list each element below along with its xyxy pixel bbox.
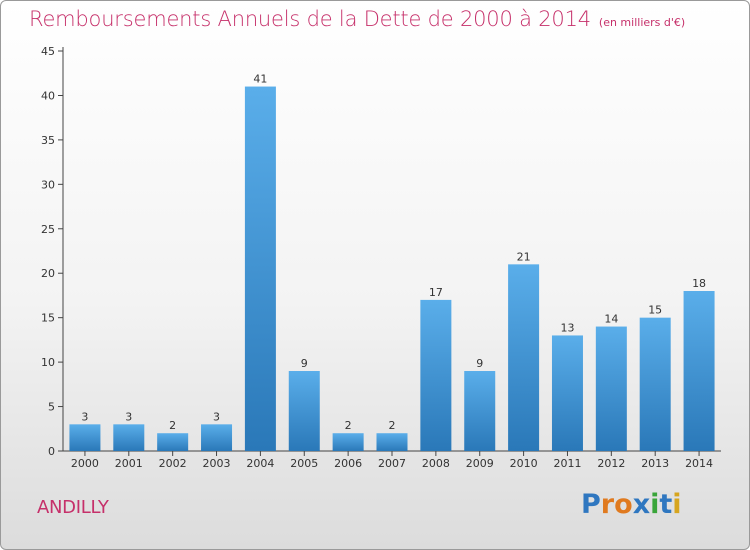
x-tick-label-2010: 2010 [510,457,538,470]
x-tick-label-2012: 2012 [597,457,625,470]
x-tick-label-2006: 2006 [334,457,362,470]
value-label-2012: 14 [604,313,618,326]
bar-2005 [288,371,320,451]
logo-letter: o [614,489,633,520]
y-tick-label: 40 [41,89,55,102]
bar-2010 [508,264,540,451]
x-tick-label-2009: 2009 [466,457,494,470]
x-tick-label-2003: 2003 [203,457,231,470]
y-tick-label: 0 [48,445,55,458]
value-label-2005: 9 [301,357,308,370]
bar-2006 [332,433,364,451]
value-label-2001: 3 [125,410,132,423]
bar-2004 [244,86,276,452]
chart-title-text: Remboursements Annuels de la Dette de 20… [29,7,591,31]
logo-letter: t [659,489,673,520]
bar-2014 [683,291,715,451]
proxiti-logo: Proxiti [581,489,682,520]
bar-2012 [595,326,627,451]
value-label-2003: 3 [213,410,220,423]
x-tick-label-2004: 2004 [246,457,274,470]
bar-2003 [201,424,233,451]
value-label-2008: 17 [429,286,443,299]
chart-title: Remboursements Annuels de la Dette de 20… [29,7,685,31]
y-tick-label: 20 [41,267,55,280]
x-tick-label-2008: 2008 [422,457,450,470]
x-tick-label-2005: 2005 [290,457,318,470]
value-label-2007: 2 [389,419,396,432]
bar-2007 [376,433,408,451]
logo-letter: i [672,489,682,520]
bar-2013 [639,317,671,451]
bar-2009 [464,371,496,451]
y-tick-label: 5 [48,401,55,414]
y-tick-label: 15 [41,312,55,325]
chart-unit-label: (en milliers d'€) [598,16,686,29]
value-label-2010: 21 [517,250,531,263]
x-tick-label-2013: 2013 [641,457,669,470]
x-tick-label-2000: 2000 [71,457,99,470]
bar-2011 [551,335,583,451]
value-label-2013: 15 [648,304,662,317]
value-label-2000: 3 [81,410,88,423]
y-tick-label: 25 [41,223,55,236]
chart-bars [69,86,715,452]
y-tick-label: 45 [41,45,55,58]
value-label-2006: 2 [345,419,352,432]
value-label-2009: 9 [476,357,483,370]
bar-2001 [113,424,145,451]
y-tick-label: 30 [41,178,55,191]
y-tick-label: 35 [41,134,55,147]
chart-axes: 0 5 10 15 20 25 30 35 40 45 2000 2001 2002 2003 2004 20… [41,45,721,470]
value-label-2014: 18 [692,277,706,290]
value-label-2011: 13 [560,321,574,334]
bar-2002 [157,433,189,451]
commune-name: ANDILLY [37,497,109,518]
logo-letter: r [600,489,615,520]
logo-letter: P [581,489,601,520]
x-tick-label-2002: 2002 [159,457,187,470]
value-label-2004: 41 [253,73,267,86]
logo-letter: x [632,489,651,520]
bar-2000 [69,424,101,451]
chart-value-labels: 3 3 2 3 41 9 2 2 17 9 21 13 14 15 18 [81,73,706,433]
x-tick-label-2001: 2001 [115,457,143,470]
x-tick-label-2007: 2007 [378,457,406,470]
x-tick-label-2014: 2014 [685,457,713,470]
value-label-2002: 2 [169,419,176,432]
logo-letter: i [650,489,660,520]
y-tick-label: 10 [41,356,55,369]
bar-2008 [420,299,452,451]
x-tick-label-2011: 2011 [553,457,581,470]
